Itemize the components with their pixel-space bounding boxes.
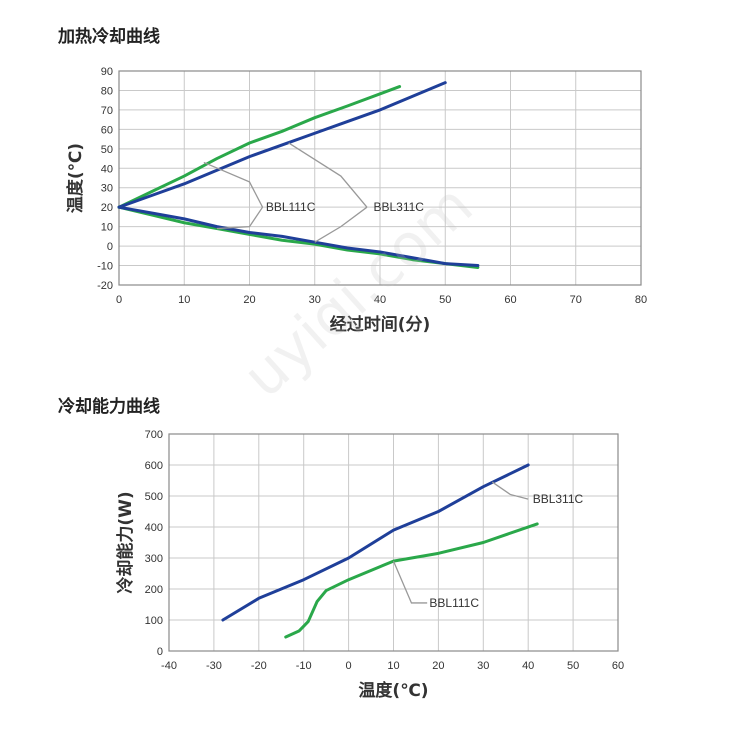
x-axis-title: 温度(℃) [358, 680, 428, 701]
y-tick-label: 200 [145, 584, 163, 596]
series-line-bbl111c [117, 85, 402, 209]
callout-leader [491, 481, 529, 500]
callout-leader [203, 161, 264, 208]
y-tick-label: 50 [101, 144, 113, 156]
y-tick-label: 60 [101, 124, 113, 136]
callout-leader [392, 560, 428, 604]
y-tick-label: 0 [157, 646, 163, 658]
x-tick-label: 20 [432, 660, 444, 672]
callout-leader [216, 206, 264, 230]
x-tick-label: 10 [387, 660, 399, 672]
y-tick-label: 40 [101, 163, 113, 175]
cooling-capacity-title: 冷却能力曲线 [58, 397, 160, 417]
x-tick-label: 80 [635, 294, 647, 306]
y-tick-label: 70 [101, 105, 113, 117]
x-tick-label: 20 [243, 294, 255, 306]
x-tick-label: -30 [206, 660, 222, 672]
x-tick-label: 60 [504, 294, 516, 306]
x-tick-label: 40 [374, 294, 386, 306]
y-tick-label: 10 [101, 222, 113, 234]
plot-frame [168, 433, 619, 652]
heating-cooling-chart: 0 10 20 30 40 50 60 70 80 -20 -10 0 10 20 30 40 50 60 70 80… [65, 66, 647, 335]
y-tick-label: 400 [145, 522, 163, 534]
callout-label: BBL111C [429, 596, 479, 610]
x-tick-label: -20 [251, 660, 267, 672]
y-tick-label: 100 [145, 615, 163, 627]
x-tick-label: -10 [296, 660, 312, 672]
x-tick-label: -40 [161, 660, 177, 672]
y-tick-label: 300 [145, 553, 163, 565]
x-tick-label: 50 [439, 294, 451, 306]
x-tick-label: 0 [346, 660, 352, 672]
y-axis-title: 温度(℃) [65, 143, 86, 213]
series-line-bbl311c [221, 463, 530, 622]
series-line-bbl111c [117, 205, 480, 269]
x-tick-label: 70 [570, 294, 582, 306]
y-axis-title: 冷却能力(W) [115, 491, 136, 593]
y-tick-label: 700 [145, 429, 163, 441]
y-tick-label: -20 [97, 280, 113, 292]
x-tick-label: 40 [522, 660, 534, 672]
x-tick-label: 0 [116, 294, 122, 306]
x-tick-label: 60 [612, 660, 624, 672]
callout-label: BBL311C [533, 492, 584, 506]
x-tick-label: 10 [178, 294, 190, 306]
y-tick-label: -10 [97, 261, 113, 273]
callout-leader [314, 206, 368, 243]
series-line-bbl311c [117, 81, 447, 209]
callout-leader [288, 142, 368, 208]
y-tick-label: 500 [145, 491, 163, 503]
y-tick-label: 90 [101, 66, 113, 78]
callout-label: BBL311C [373, 200, 424, 214]
x-tick-label: 50 [567, 660, 579, 672]
heating-cooling-title: 加热冷却曲线 [58, 27, 160, 47]
y-tick-label: 600 [145, 460, 163, 472]
y-tick-label: 20 [101, 202, 113, 214]
y-tick-label: 30 [101, 183, 113, 195]
plot-frame [118, 70, 642, 286]
y-tick-label: 0 [107, 241, 113, 253]
series-line-bbl311c [117, 205, 480, 268]
x-axis-title: 经过时间(分) [330, 314, 431, 335]
series-line-bbl111c [284, 522, 539, 639]
x-tick-label: 30 [309, 294, 321, 306]
y-tick-label: 80 [101, 85, 113, 97]
callout-label: BBL111C [266, 200, 316, 214]
x-tick-label: 30 [477, 660, 489, 672]
